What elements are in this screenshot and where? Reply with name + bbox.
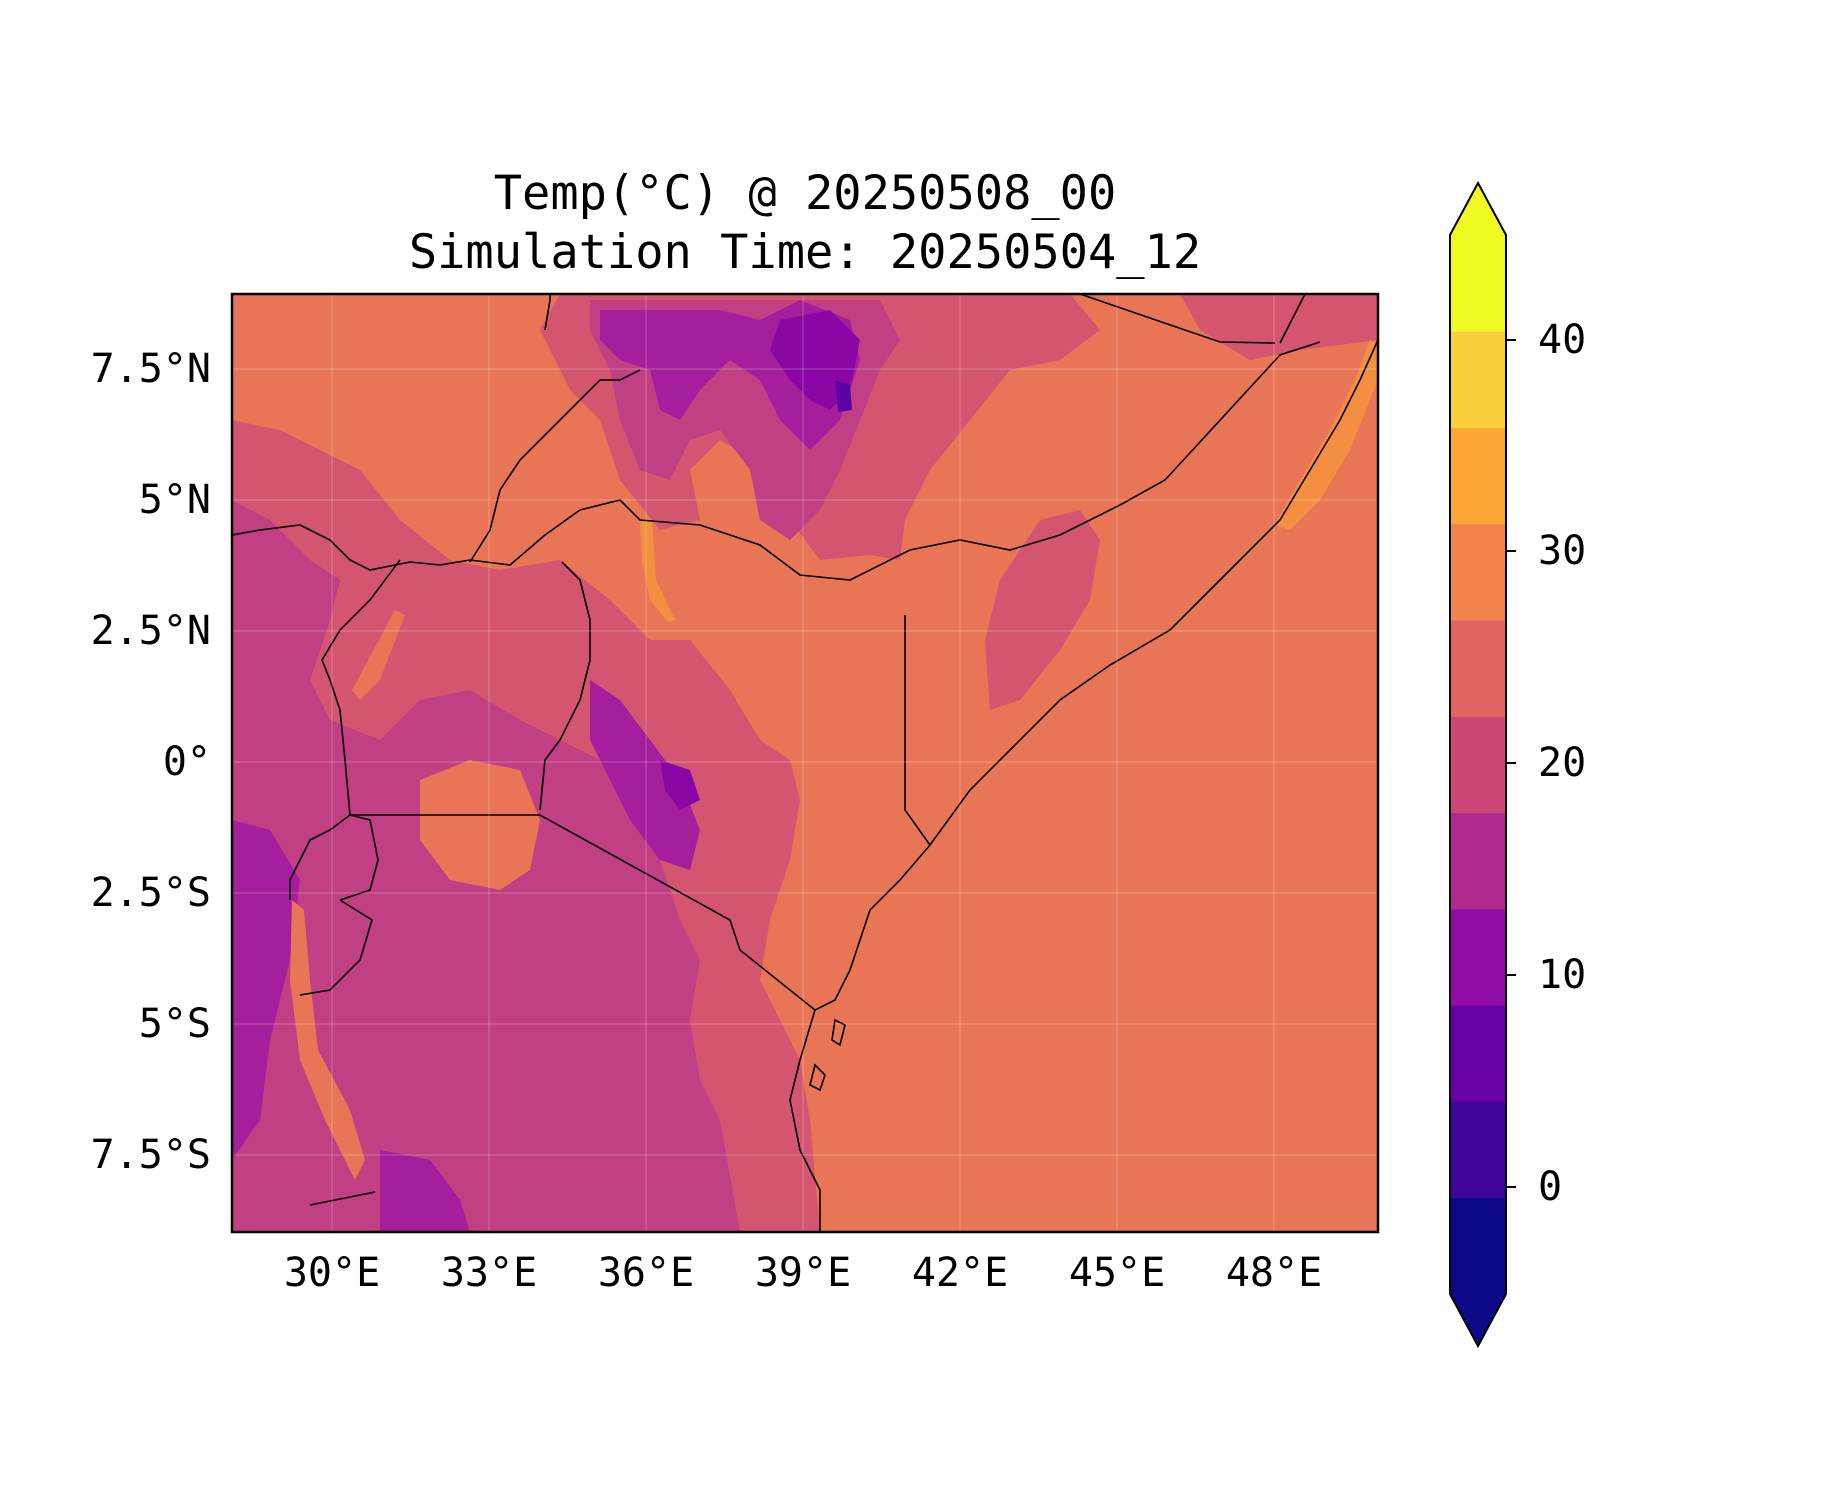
lon-tick-label: 48°E bbox=[1225, 1250, 1323, 1296]
zanzibar-island bbox=[831, 1018, 846, 1047]
colorbar-segment bbox=[1450, 620, 1506, 717]
somali-coast-30-35 bbox=[1275, 340, 1378, 530]
lon-tick-label: 33°E bbox=[440, 1250, 538, 1296]
colorbar-tick-label: 20 bbox=[1538, 740, 1587, 786]
map-frame bbox=[230, 292, 1380, 1234]
lat-tick-label: 2.5°S bbox=[90, 870, 211, 916]
country-borders bbox=[232, 294, 1321, 1206]
colorbar-segment bbox=[1450, 1101, 1506, 1199]
mafia-island bbox=[809, 1063, 826, 1092]
colorbar-tick-label: 40 bbox=[1538, 317, 1587, 363]
kenya-highlands-5-10 bbox=[660, 760, 700, 810]
rift-valley-10-15 bbox=[590, 680, 700, 870]
map-title-line-2: Simulation Time: 20250504_12 bbox=[408, 225, 1202, 280]
lake-albert-25-30 bbox=[352, 610, 405, 700]
southern-highlands-10-15 bbox=[380, 1150, 470, 1232]
lon-tick-label: 39°E bbox=[754, 1250, 852, 1296]
western-rift-10-15 bbox=[232, 820, 300, 1160]
colorbar-segment bbox=[1450, 1005, 1506, 1102]
lon-tick-label: 42°E bbox=[911, 1250, 1009, 1296]
lat-tick-label: 7.5°N bbox=[90, 346, 211, 392]
lat-tick-label: 5°N bbox=[138, 477, 211, 523]
colorbar-tick-label: 0 bbox=[1538, 1164, 1563, 1210]
graticule bbox=[232, 294, 1378, 1232]
highlands-somali-20-25 bbox=[1180, 294, 1378, 360]
colorbar-segment bbox=[1450, 812, 1506, 910]
highlands-ogaden-20-25 bbox=[985, 510, 1100, 710]
colorbar-extend-low bbox=[1450, 1197, 1506, 1346]
lat-tick-label: 5°S bbox=[138, 1001, 211, 1047]
lat-tick-label: 2.5°N bbox=[90, 608, 211, 654]
lon-tick-label: 30°E bbox=[283, 1250, 381, 1296]
lat-tick-label: 0° bbox=[162, 739, 211, 785]
lake-tanganyika-25-30 bbox=[290, 900, 365, 1180]
lake-victoria-basin-25-30 bbox=[420, 760, 540, 890]
colorbar-segment bbox=[1450, 427, 1506, 525]
colorbar-extend-high bbox=[1450, 183, 1506, 332]
lake-turkana-30-35 bbox=[640, 520, 676, 622]
colorbar-segment bbox=[1450, 716, 1506, 814]
colorbar-tick-label: 10 bbox=[1538, 952, 1587, 998]
colorbar-segment bbox=[1450, 523, 1506, 621]
lat-tick-label: 7.5°S bbox=[90, 1132, 211, 1178]
coastline bbox=[789, 339, 1378, 1232]
highlands-ethiopia-0-5 bbox=[835, 380, 852, 412]
colorbar-segment bbox=[1450, 908, 1506, 1006]
lon-tick-label: 36°E bbox=[597, 1250, 695, 1296]
temperature-field bbox=[232, 294, 1378, 1232]
colorbar bbox=[1449, 180, 1516, 1349]
colorbar-segment bbox=[1450, 331, 1506, 429]
map-title-line-1: Temp(°C) @ 20250508_00 bbox=[493, 166, 1117, 221]
colorbar-outline bbox=[1449, 180, 1507, 1349]
colorbar-tick-label: 30 bbox=[1538, 528, 1587, 574]
lon-tick-label: 45°E bbox=[1068, 1250, 1166, 1296]
